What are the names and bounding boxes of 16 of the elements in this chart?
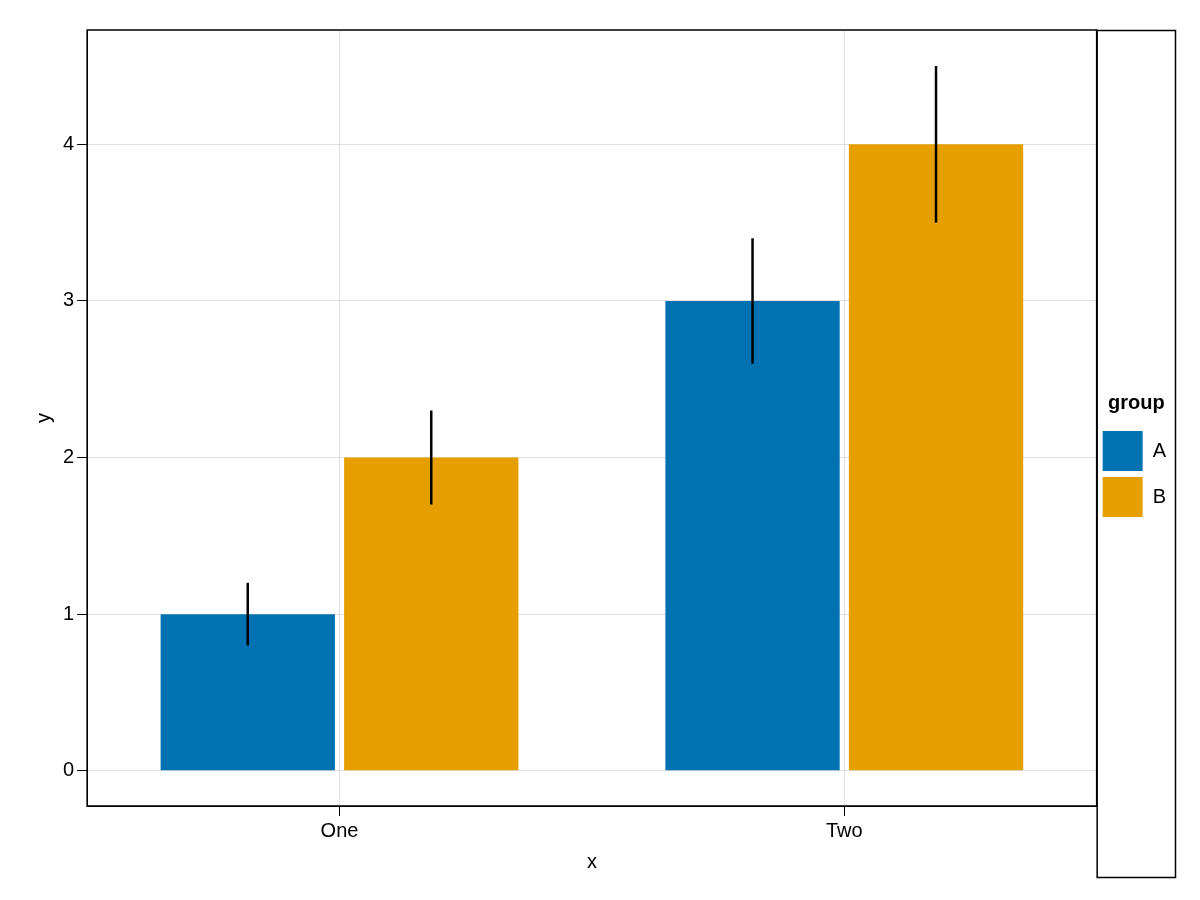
y-tick-label: 2 [63,445,75,468]
bar [344,457,519,771]
y-axis-title: y [31,413,54,423]
y-tick-label: 3 [63,288,75,311]
bar [665,300,840,771]
legend-title: group [1108,390,1165,413]
bar [848,144,1024,771]
y-tick-label: 1 [63,601,75,624]
x-tick-label: One [320,818,359,841]
y-tick-label: 0 [63,758,75,781]
x-tick-label: Two [825,818,863,841]
bar [160,614,335,771]
legend-label: A [1152,438,1167,461]
legend-label: B [1152,484,1166,507]
x-axis-title: x [586,849,597,872]
y-tick-label: 4 [63,131,75,154]
